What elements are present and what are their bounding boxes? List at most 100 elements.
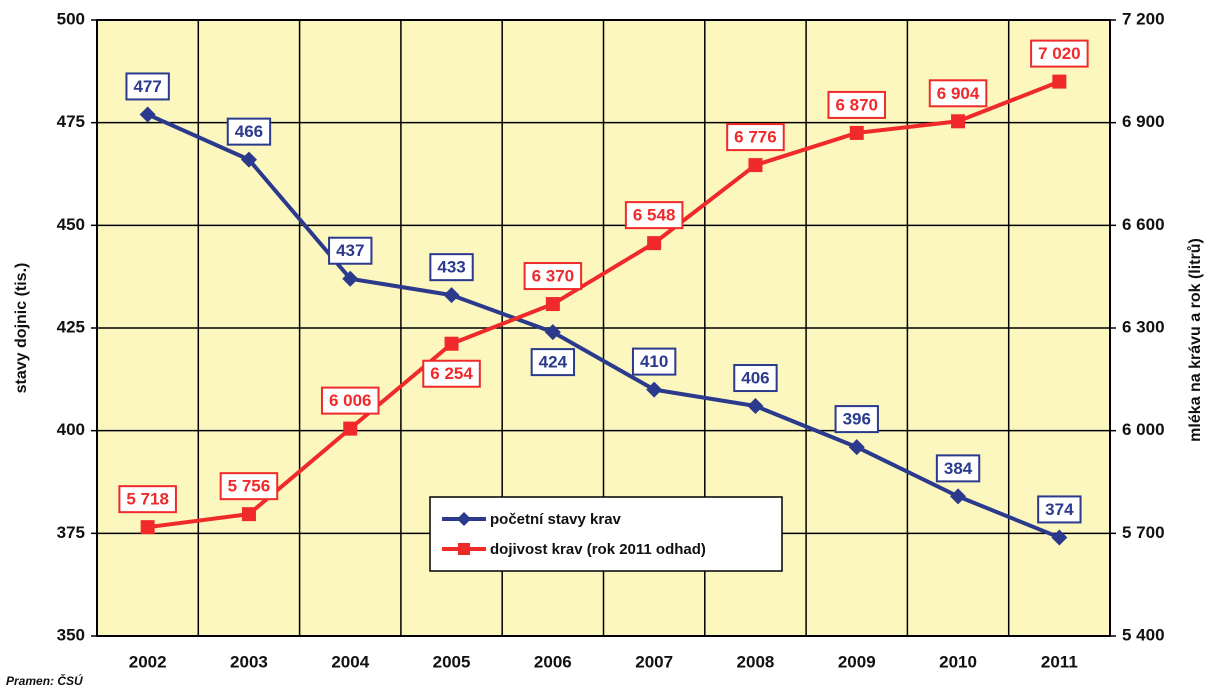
marker-square <box>748 158 763 173</box>
data-label-text: 5 756 <box>228 477 271 496</box>
marker-square <box>444 336 459 351</box>
y2-axis-title: mléka na krávu a rok (litrů) <box>1187 238 1204 442</box>
y-tick-label: 400 <box>57 420 85 439</box>
legend: početní stavy krav dojivost krav (rok 201… <box>429 496 783 572</box>
legend-label: dojivost krav (rok 2011 odhad) <box>490 541 706 558</box>
y-tick-label: 500 <box>57 9 85 28</box>
data-label: 437 <box>328 236 373 265</box>
data-label: 410 <box>631 347 677 376</box>
y2-tick-label: 6 600 <box>1122 215 1165 234</box>
data-label: 384 <box>935 454 981 483</box>
data-label: 6 254 <box>422 359 481 388</box>
data-label-box <box>624 201 684 230</box>
data-label-text: 374 <box>1045 500 1074 519</box>
source: Pramen: ČSÚ <box>6 673 83 688</box>
data-label: 374 <box>1037 495 1082 524</box>
series-line <box>146 112 1061 540</box>
data-label-box <box>631 347 677 376</box>
data-label-box <box>1030 39 1089 68</box>
x-tick-label: 2006 <box>534 652 572 671</box>
y2-tick-label: 6 300 <box>1122 317 1165 336</box>
data-label: 6 006 <box>320 386 380 415</box>
marker-diamond <box>342 270 359 287</box>
data-label-box <box>733 364 778 393</box>
data-label: 6 548 <box>624 201 684 230</box>
data-label-text: 437 <box>336 241 364 260</box>
marker-square <box>849 125 864 140</box>
data-label: 5 718 <box>118 485 177 514</box>
data-label-text: 6 548 <box>633 206 676 225</box>
data-label-text: 6 870 <box>835 95 878 114</box>
marker-diamond <box>139 106 156 123</box>
marker-diamond <box>544 324 561 341</box>
data-label-box <box>328 236 373 265</box>
data-label: 396 <box>834 405 879 434</box>
legend-box <box>429 496 783 572</box>
y2-tick-label: 7 200 <box>1122 9 1165 28</box>
data-label: 6 904 <box>928 79 988 108</box>
marker-square <box>1052 74 1067 89</box>
y-tick-label: 425 <box>57 317 85 336</box>
data-label-text: 6 254 <box>430 364 473 383</box>
x-tick-label: 2002 <box>129 652 167 671</box>
data-label-text: 433 <box>437 258 465 277</box>
x-tick-label: 2011 <box>1041 652 1078 671</box>
data-label-text: 410 <box>640 352 668 371</box>
legend-label: početní stavy krav <box>490 511 622 528</box>
data-label-text: 6 776 <box>734 128 777 147</box>
x-tick-label: 2004 <box>331 652 369 671</box>
x-tick-label: 2007 <box>635 652 673 671</box>
y2-tick-label: 5 400 <box>1122 625 1165 644</box>
data-label-text: 6 904 <box>937 84 980 103</box>
marker-diamond <box>646 381 663 398</box>
data-label-text: 384 <box>944 459 973 478</box>
data-label-box <box>422 359 481 388</box>
marker-square <box>545 297 560 312</box>
data-label-text: 7 020 <box>1038 44 1081 63</box>
marker-diamond <box>240 151 257 168</box>
marker-square <box>241 507 256 522</box>
data-label: 6 870 <box>827 90 887 119</box>
marker-square <box>343 421 358 436</box>
marker-square <box>951 114 966 129</box>
data-label-box <box>928 79 988 108</box>
data-label-box <box>429 253 474 282</box>
data-label-box <box>834 405 879 434</box>
data-label-text: 477 <box>133 77 161 96</box>
data-label-box <box>226 117 272 146</box>
x-tick-label: 2005 <box>433 652 471 671</box>
data-label-text: 424 <box>539 353 568 372</box>
marker-diamond <box>1051 529 1068 546</box>
data-label: 424 <box>530 348 576 377</box>
y2-tick-label: 5 700 <box>1122 523 1165 542</box>
data-label-box <box>523 262 583 291</box>
data-label: 477 <box>125 72 170 101</box>
data-label-box <box>530 348 576 377</box>
legend-marker <box>458 543 470 555</box>
data-label-box <box>935 454 981 483</box>
y2-tick-label: 6 000 <box>1122 420 1165 439</box>
data-label-text: 466 <box>235 122 263 141</box>
y-tick-label: 475 <box>57 112 85 131</box>
data-label: 6 776 <box>726 123 785 152</box>
data-label-box <box>125 72 170 101</box>
marker-diamond <box>950 488 967 505</box>
data-label-box <box>827 90 887 119</box>
marker-diamond <box>747 398 764 415</box>
y-tick-label: 375 <box>57 523 85 542</box>
x-tick-label: 2008 <box>737 652 775 671</box>
data-label: 5 756 <box>219 472 279 501</box>
y2-tick-label: 6 900 <box>1122 112 1165 131</box>
data-label: 433 <box>429 253 474 282</box>
data-label-text: 406 <box>741 369 769 388</box>
x-tick-label: 2009 <box>838 652 876 671</box>
marker-square <box>647 236 662 251</box>
data-label-box <box>726 123 785 152</box>
y-tick-label: 450 <box>57 215 85 234</box>
y-tick-label: 350 <box>57 625 85 644</box>
series-line <box>147 79 1061 530</box>
data-label: 7 020 <box>1030 39 1089 68</box>
x-tick-label: 2003 <box>230 652 268 671</box>
